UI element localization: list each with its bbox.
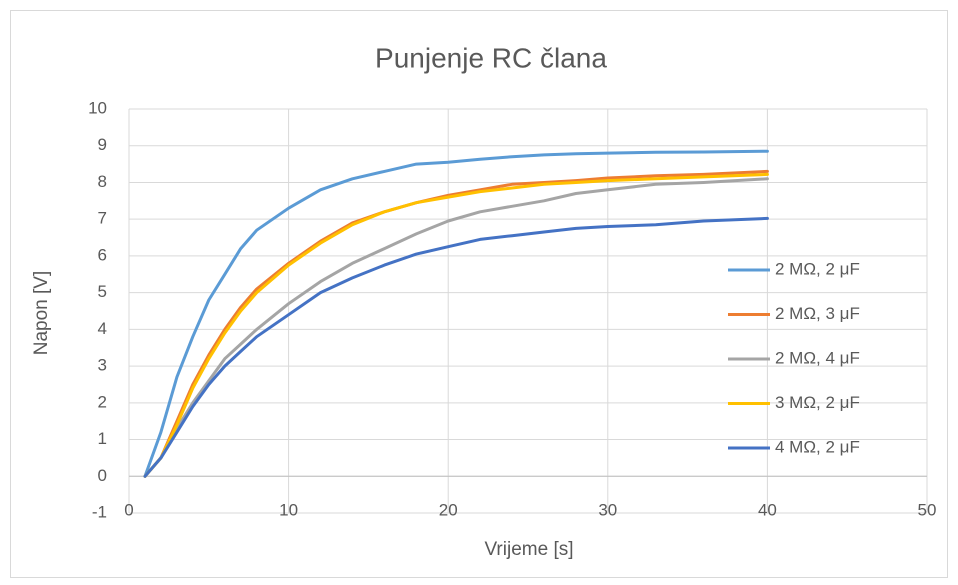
y-tick-label: 0 xyxy=(98,466,107,485)
series-line xyxy=(143,216,769,478)
legend-label: 4 MΩ, 2 μF xyxy=(775,437,860,456)
y-tick-label: 1 xyxy=(98,429,107,448)
y-tick-label: 8 xyxy=(98,172,107,191)
chart-title: Punjenje RC člana xyxy=(375,42,607,73)
x-tick-label: 30 xyxy=(598,500,617,519)
legend-label: 2 MΩ, 3 μF xyxy=(775,304,860,323)
y-tick-label: -1 xyxy=(92,502,107,521)
y-tick-label: 2 xyxy=(98,392,107,411)
series-line xyxy=(143,177,769,478)
legend-label: 3 MΩ, 2 μF xyxy=(775,393,860,412)
y-tick-label: 9 xyxy=(98,135,107,154)
x-tick-label: 50 xyxy=(918,500,937,519)
series-line xyxy=(143,149,769,478)
series-line xyxy=(143,172,769,478)
x-tick-label: 0 xyxy=(124,500,133,519)
x-tick-label: 20 xyxy=(439,500,458,519)
y-tick-label: 3 xyxy=(98,356,107,375)
x-tick-label: 40 xyxy=(758,500,777,519)
y-tick-label: 7 xyxy=(98,209,107,228)
legend-label: 2 MΩ, 4 μF xyxy=(775,348,860,367)
x-tick-label: 10 xyxy=(279,500,298,519)
y-tick-label: 5 xyxy=(98,282,107,301)
y-axis-label: Napon [V] xyxy=(31,271,52,356)
legend-label: 2 MΩ, 2 μF xyxy=(775,259,860,278)
y-tick-label: 6 xyxy=(98,245,107,264)
y-tick-label: 10 xyxy=(88,98,107,117)
chart-border xyxy=(10,10,948,578)
y-tick-label: 4 xyxy=(98,319,107,338)
x-axis-label: Vrijeme [s] xyxy=(484,539,573,560)
